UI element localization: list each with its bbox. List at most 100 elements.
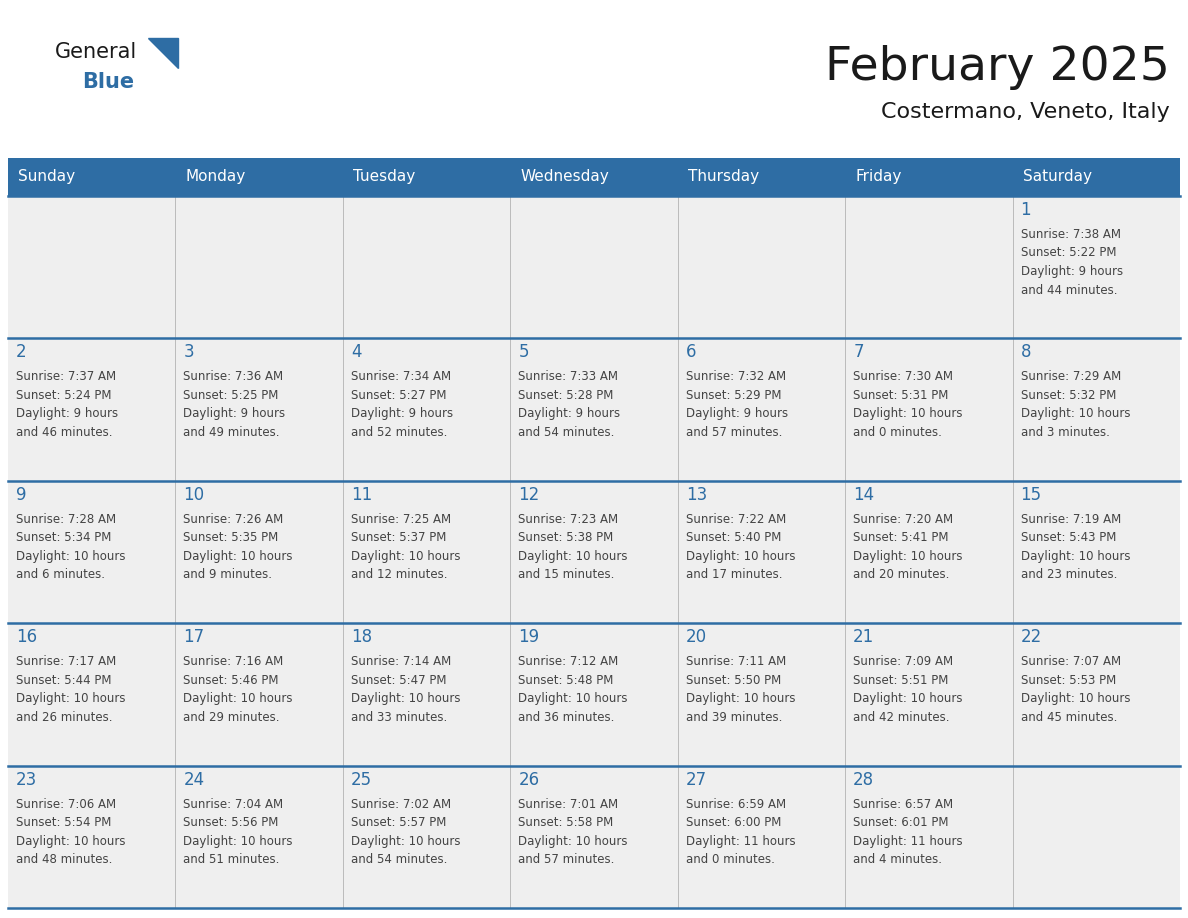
Text: Sunrise: 7:26 AM
Sunset: 5:35 PM
Daylight: 10 hours
and 9 minutes.: Sunrise: 7:26 AM Sunset: 5:35 PM Dayligh… xyxy=(183,513,293,581)
Text: Sunrise: 7:14 AM
Sunset: 5:47 PM
Daylight: 10 hours
and 33 minutes.: Sunrise: 7:14 AM Sunset: 5:47 PM Dayligh… xyxy=(350,655,461,723)
Text: Sunrise: 7:25 AM
Sunset: 5:37 PM
Daylight: 10 hours
and 12 minutes.: Sunrise: 7:25 AM Sunset: 5:37 PM Dayligh… xyxy=(350,513,461,581)
Text: 25: 25 xyxy=(350,770,372,789)
Text: Sunrise: 7:16 AM
Sunset: 5:46 PM
Daylight: 10 hours
and 29 minutes.: Sunrise: 7:16 AM Sunset: 5:46 PM Dayligh… xyxy=(183,655,293,723)
Bar xyxy=(845,196,1012,339)
Text: Sunrise: 7:29 AM
Sunset: 5:32 PM
Daylight: 10 hours
and 3 minutes.: Sunrise: 7:29 AM Sunset: 5:32 PM Dayligh… xyxy=(1020,370,1130,439)
Bar xyxy=(343,623,511,766)
Bar xyxy=(1012,623,1180,766)
Text: Sunrise: 7:22 AM
Sunset: 5:40 PM
Daylight: 10 hours
and 17 minutes.: Sunrise: 7:22 AM Sunset: 5:40 PM Dayligh… xyxy=(685,513,795,581)
Text: Sunrise: 7:01 AM
Sunset: 5:58 PM
Daylight: 10 hours
and 57 minutes.: Sunrise: 7:01 AM Sunset: 5:58 PM Dayligh… xyxy=(518,798,627,866)
Text: 28: 28 xyxy=(853,770,874,789)
Bar xyxy=(511,339,677,481)
Text: Sunday: Sunday xyxy=(18,170,75,185)
Bar xyxy=(1012,339,1180,481)
Text: 22: 22 xyxy=(1020,628,1042,646)
Text: Sunrise: 6:57 AM
Sunset: 6:01 PM
Daylight: 11 hours
and 4 minutes.: Sunrise: 6:57 AM Sunset: 6:01 PM Dayligh… xyxy=(853,798,962,866)
Text: 14: 14 xyxy=(853,486,874,504)
Text: 9: 9 xyxy=(15,486,26,504)
Text: Wednesday: Wednesday xyxy=(520,170,609,185)
Text: Friday: Friday xyxy=(855,170,902,185)
Text: 11: 11 xyxy=(350,486,372,504)
Text: Sunrise: 7:07 AM
Sunset: 5:53 PM
Daylight: 10 hours
and 45 minutes.: Sunrise: 7:07 AM Sunset: 5:53 PM Dayligh… xyxy=(1020,655,1130,723)
Bar xyxy=(8,196,176,339)
Text: Sunrise: 7:36 AM
Sunset: 5:25 PM
Daylight: 9 hours
and 49 minutes.: Sunrise: 7:36 AM Sunset: 5:25 PM Dayligh… xyxy=(183,370,285,439)
Text: 23: 23 xyxy=(15,770,37,789)
Text: 24: 24 xyxy=(183,770,204,789)
Text: 3: 3 xyxy=(183,343,194,362)
Text: Sunrise: 7:09 AM
Sunset: 5:51 PM
Daylight: 10 hours
and 42 minutes.: Sunrise: 7:09 AM Sunset: 5:51 PM Dayligh… xyxy=(853,655,962,723)
Bar xyxy=(511,623,677,766)
Text: Sunrise: 7:34 AM
Sunset: 5:27 PM
Daylight: 9 hours
and 52 minutes.: Sunrise: 7:34 AM Sunset: 5:27 PM Dayligh… xyxy=(350,370,453,439)
Bar xyxy=(511,481,677,623)
Text: February 2025: February 2025 xyxy=(826,46,1170,91)
Text: Tuesday: Tuesday xyxy=(353,170,415,185)
Text: Sunrise: 7:28 AM
Sunset: 5:34 PM
Daylight: 10 hours
and 6 minutes.: Sunrise: 7:28 AM Sunset: 5:34 PM Dayligh… xyxy=(15,513,126,581)
Bar xyxy=(343,196,511,339)
Text: 7: 7 xyxy=(853,343,864,362)
Bar xyxy=(8,158,1180,196)
Bar xyxy=(677,481,845,623)
Text: Sunrise: 6:59 AM
Sunset: 6:00 PM
Daylight: 11 hours
and 0 minutes.: Sunrise: 6:59 AM Sunset: 6:00 PM Dayligh… xyxy=(685,798,795,866)
Bar xyxy=(677,196,845,339)
Bar xyxy=(8,623,176,766)
Text: 10: 10 xyxy=(183,486,204,504)
Bar xyxy=(1012,481,1180,623)
Bar xyxy=(176,481,343,623)
Bar xyxy=(343,481,511,623)
Bar xyxy=(1012,766,1180,908)
Text: 26: 26 xyxy=(518,770,539,789)
Bar xyxy=(677,623,845,766)
Text: Sunrise: 7:12 AM
Sunset: 5:48 PM
Daylight: 10 hours
and 36 minutes.: Sunrise: 7:12 AM Sunset: 5:48 PM Dayligh… xyxy=(518,655,627,723)
Text: Blue: Blue xyxy=(82,72,134,92)
Text: 2: 2 xyxy=(15,343,26,362)
Text: 5: 5 xyxy=(518,343,529,362)
Text: Sunrise: 7:32 AM
Sunset: 5:29 PM
Daylight: 9 hours
and 57 minutes.: Sunrise: 7:32 AM Sunset: 5:29 PM Dayligh… xyxy=(685,370,788,439)
Bar xyxy=(343,339,511,481)
Bar xyxy=(343,766,511,908)
Text: Sunrise: 7:17 AM
Sunset: 5:44 PM
Daylight: 10 hours
and 26 minutes.: Sunrise: 7:17 AM Sunset: 5:44 PM Dayligh… xyxy=(15,655,126,723)
Text: 18: 18 xyxy=(350,628,372,646)
Text: 27: 27 xyxy=(685,770,707,789)
Text: Saturday: Saturday xyxy=(1023,170,1092,185)
Bar xyxy=(677,766,845,908)
Polygon shape xyxy=(148,38,178,68)
Text: 12: 12 xyxy=(518,486,539,504)
Text: 21: 21 xyxy=(853,628,874,646)
Bar xyxy=(845,481,1012,623)
Bar xyxy=(511,196,677,339)
Bar xyxy=(8,766,176,908)
Bar xyxy=(845,339,1012,481)
Text: Costermano, Veneto, Italy: Costermano, Veneto, Italy xyxy=(881,102,1170,122)
Text: Sunrise: 7:30 AM
Sunset: 5:31 PM
Daylight: 10 hours
and 0 minutes.: Sunrise: 7:30 AM Sunset: 5:31 PM Dayligh… xyxy=(853,370,962,439)
Text: 8: 8 xyxy=(1020,343,1031,362)
Text: Thursday: Thursday xyxy=(688,170,759,185)
Text: Monday: Monday xyxy=(185,170,246,185)
Text: 17: 17 xyxy=(183,628,204,646)
Bar xyxy=(845,766,1012,908)
Bar xyxy=(8,339,176,481)
Bar xyxy=(8,481,176,623)
Text: 6: 6 xyxy=(685,343,696,362)
Text: Sunrise: 7:23 AM
Sunset: 5:38 PM
Daylight: 10 hours
and 15 minutes.: Sunrise: 7:23 AM Sunset: 5:38 PM Dayligh… xyxy=(518,513,627,581)
Text: General: General xyxy=(55,42,138,62)
Text: 15: 15 xyxy=(1020,486,1042,504)
Bar xyxy=(176,339,343,481)
Text: Sunrise: 7:02 AM
Sunset: 5:57 PM
Daylight: 10 hours
and 54 minutes.: Sunrise: 7:02 AM Sunset: 5:57 PM Dayligh… xyxy=(350,798,461,866)
Text: 4: 4 xyxy=(350,343,361,362)
Text: 16: 16 xyxy=(15,628,37,646)
Text: Sunrise: 7:20 AM
Sunset: 5:41 PM
Daylight: 10 hours
and 20 minutes.: Sunrise: 7:20 AM Sunset: 5:41 PM Dayligh… xyxy=(853,513,962,581)
Bar xyxy=(845,623,1012,766)
Text: 1: 1 xyxy=(1020,201,1031,219)
Text: Sunrise: 7:33 AM
Sunset: 5:28 PM
Daylight: 9 hours
and 54 minutes.: Sunrise: 7:33 AM Sunset: 5:28 PM Dayligh… xyxy=(518,370,620,439)
Text: Sunrise: 7:19 AM
Sunset: 5:43 PM
Daylight: 10 hours
and 23 minutes.: Sunrise: 7:19 AM Sunset: 5:43 PM Dayligh… xyxy=(1020,513,1130,581)
Text: 19: 19 xyxy=(518,628,539,646)
Bar xyxy=(677,339,845,481)
Bar xyxy=(176,766,343,908)
Bar xyxy=(1012,196,1180,339)
Bar xyxy=(511,766,677,908)
Text: Sunrise: 7:04 AM
Sunset: 5:56 PM
Daylight: 10 hours
and 51 minutes.: Sunrise: 7:04 AM Sunset: 5:56 PM Dayligh… xyxy=(183,798,293,866)
Text: Sunrise: 7:06 AM
Sunset: 5:54 PM
Daylight: 10 hours
and 48 minutes.: Sunrise: 7:06 AM Sunset: 5:54 PM Dayligh… xyxy=(15,798,126,866)
Text: 20: 20 xyxy=(685,628,707,646)
Text: Sunrise: 7:11 AM
Sunset: 5:50 PM
Daylight: 10 hours
and 39 minutes.: Sunrise: 7:11 AM Sunset: 5:50 PM Dayligh… xyxy=(685,655,795,723)
Text: 13: 13 xyxy=(685,486,707,504)
